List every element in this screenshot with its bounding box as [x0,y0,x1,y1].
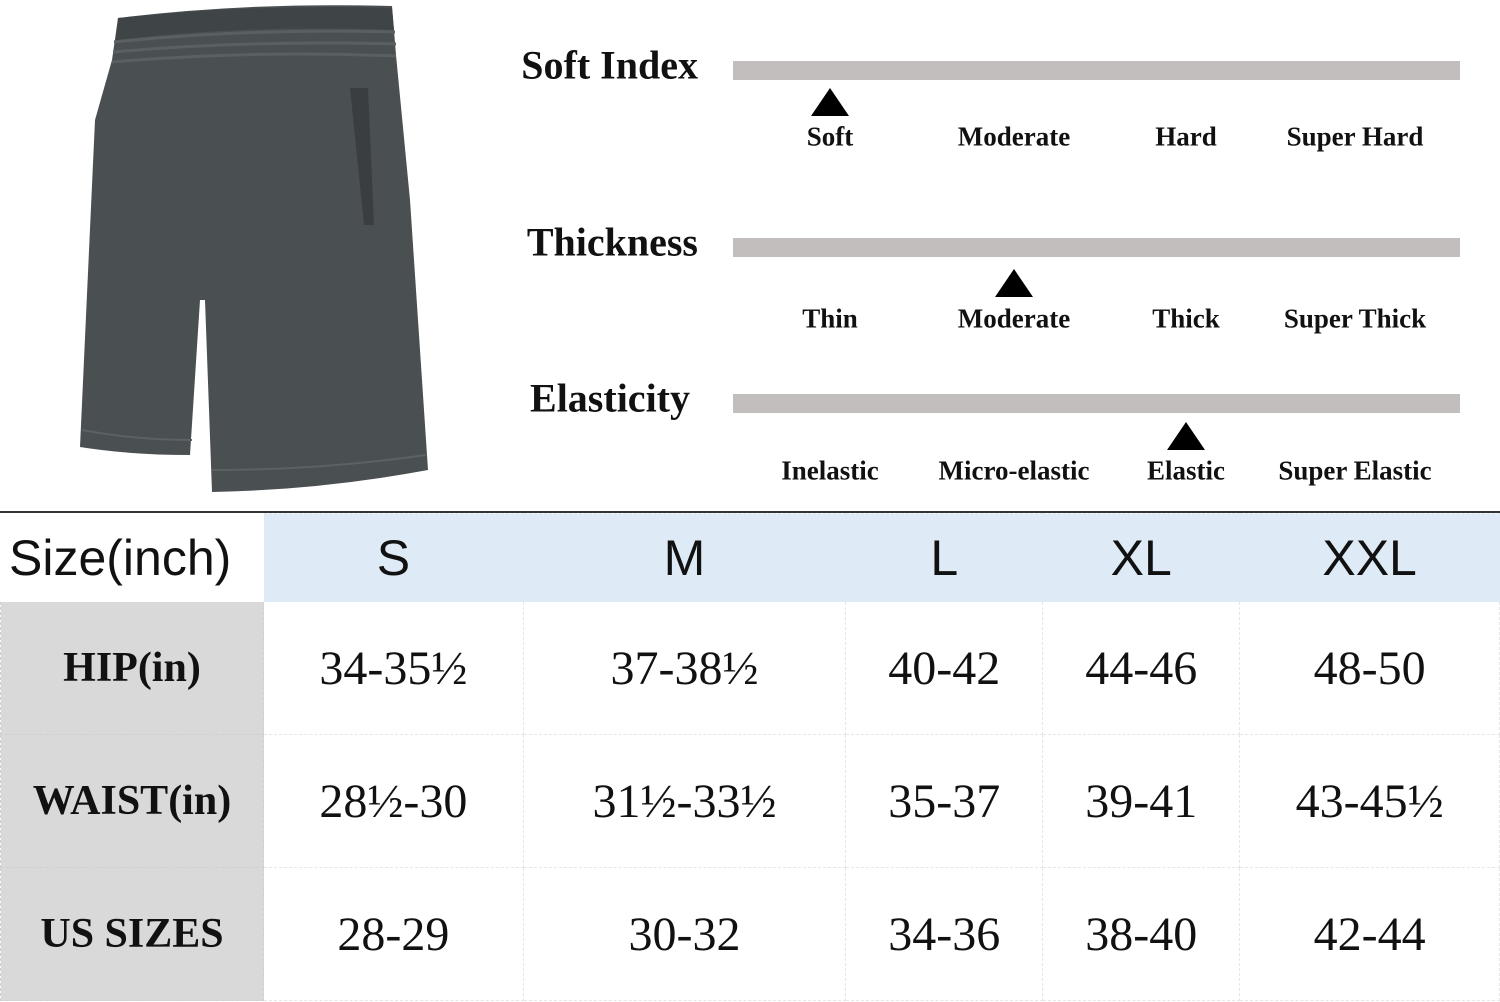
table-row: WAIST(in) 28½-30 31½-33½ 35-37 39-41 43-… [0,734,1500,868]
table-row: HIP(in) 34-35½ 37-38½ 40-42 44-46 48-50 [0,601,1500,735]
scale-title: Soft Index [521,42,698,88]
table-cell: 39-41 [1042,734,1241,868]
row-header: HIP(in) [0,601,264,735]
table-cell: 34-35½ [263,601,524,735]
indicator-triangle-icon [1167,422,1205,450]
indicator-triangle-icon [995,269,1033,297]
scale-title: Thickness [526,219,698,265]
table-cell: 48-50 [1239,601,1500,735]
table-cell: 31½-33½ [522,734,847,868]
scale-option: Elastic [1147,455,1225,486]
table-cell: 40-42 [845,601,1044,735]
scale-option: Super Thick [1283,303,1427,334]
scale-title: Elasticity [530,375,690,421]
scale-option: Moderate [957,303,1071,334]
table-header-row: Size(inch) S M L XL XXL [0,513,1500,602]
table-corner: Size(inch) [0,513,264,602]
scale-option: Super Elastic [1278,455,1432,486]
column-header: XL [1042,513,1241,602]
scale-option: Inelastic [781,455,879,486]
table-cell: 34-36 [845,867,1044,1001]
column-header: S [263,513,524,602]
scale-option: Hard [1155,121,1217,152]
indicator-triangle-icon [811,88,849,116]
scale-option: Thin [802,303,858,334]
divider [0,511,1500,513]
scale-option: Super Hard [1286,121,1424,152]
table-cell: 28½-30 [263,734,524,868]
scale-bar [733,394,1460,413]
row-header: US SIZES [0,867,264,1001]
column-header: L [845,513,1044,602]
table-cell: 43-45½ [1239,734,1500,868]
column-header: M [522,513,847,602]
row-header: WAIST(in) [0,734,264,868]
table-cell: 30-32 [522,867,847,1001]
size-table: Size(inch) S M L XL XXL HIP(in) 34-35½ 3… [0,513,1500,1001]
scale-option: Micro-elastic [938,455,1090,486]
column-header: XXL [1239,513,1500,602]
table-cell: 38-40 [1042,867,1241,1001]
scale-option: Thick [1152,303,1220,334]
table-cell: 28-29 [263,867,524,1001]
scale-option: Soft [806,121,854,152]
scale-bar [733,61,1460,80]
table-cell: 35-37 [845,734,1044,868]
table-row: US SIZES 28-29 30-32 34-36 38-40 42-44 [0,867,1500,1001]
scale-bar [733,238,1460,257]
table-cell: 42-44 [1239,867,1500,1001]
shorts-image [80,5,428,492]
table-cell: 44-46 [1042,601,1241,735]
scale-option: Moderate [957,121,1071,152]
table-cell: 37-38½ [522,601,847,735]
